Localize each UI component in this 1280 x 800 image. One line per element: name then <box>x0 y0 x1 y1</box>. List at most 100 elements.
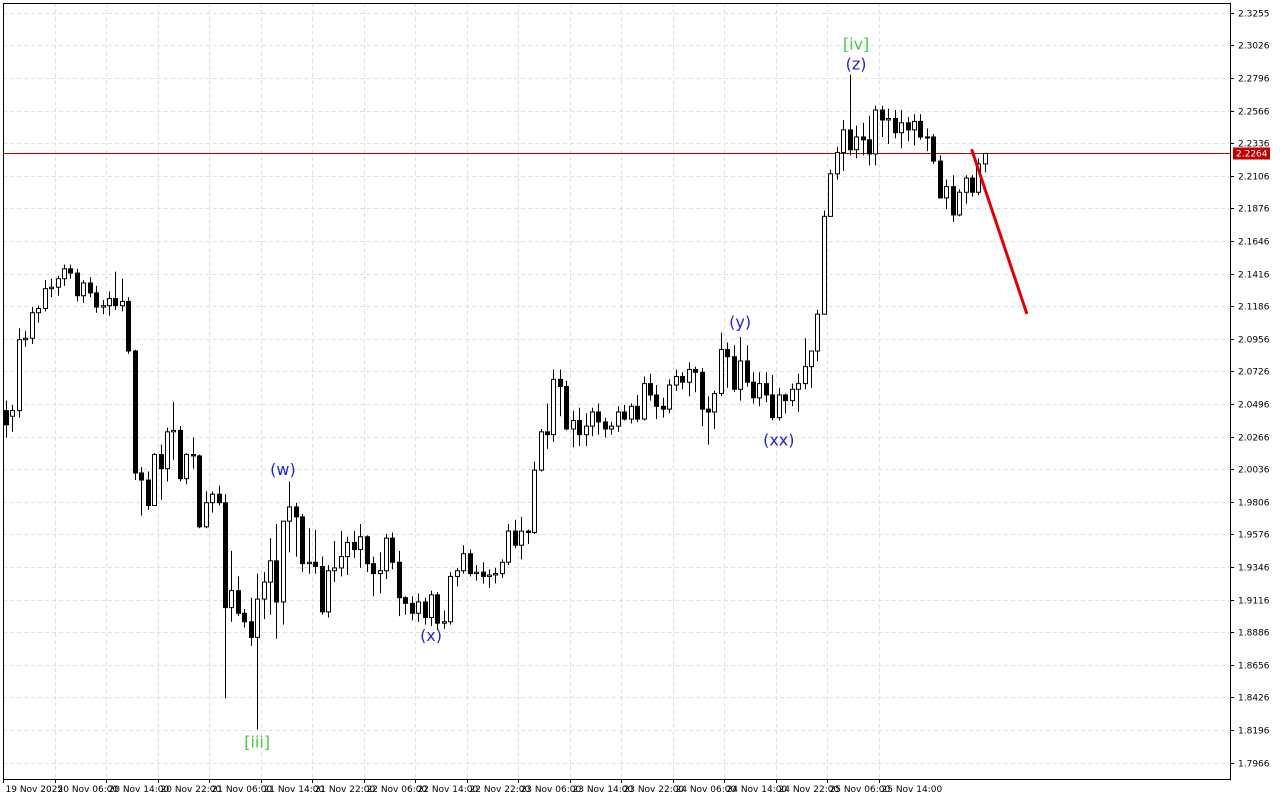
bear-candle <box>397 561 402 599</box>
bear-candle <box>680 376 685 383</box>
bull-candle <box>378 570 383 575</box>
bear-candle <box>365 536 370 565</box>
y-tick-label: 2.2336 <box>1238 140 1270 150</box>
bear-candle <box>951 186 956 216</box>
bull-candle <box>474 571 479 575</box>
bull-candle <box>49 286 54 290</box>
x-tick-label: 20 Nov 14:00 <box>109 785 170 795</box>
bear-candle <box>300 516 305 565</box>
x-tick-label: 21 Nov 06:00 <box>212 785 273 795</box>
y-tick-label: 2.0036 <box>1238 466 1270 476</box>
bear-candle <box>68 268 73 274</box>
wave-label: (xx) <box>763 430 794 449</box>
y-tick-label: 1.8196 <box>1238 727 1270 737</box>
bull-candle <box>30 312 35 339</box>
y-tick-label: 2.1876 <box>1238 205 1270 215</box>
bear-candle <box>545 431 550 436</box>
bull-candle <box>629 405 634 420</box>
bull-candle <box>487 574 492 577</box>
bull-candle <box>957 191 962 216</box>
bear-candle <box>410 602 415 614</box>
bull-candle <box>841 129 846 154</box>
bull-candle <box>229 590 234 609</box>
bull-candle <box>262 581 267 600</box>
bull-candle <box>532 469 537 533</box>
price-tag <box>1233 147 1270 160</box>
x-tick-label: 25 Nov 06:00 <box>830 785 891 795</box>
x-tick-label: 19 Nov 2025 <box>6 785 64 795</box>
bear-candle <box>622 411 627 420</box>
y-tick-label: 2.0266 <box>1238 434 1270 444</box>
x-tick-label: 21 Nov 22:00 <box>315 785 376 795</box>
bull-candle <box>790 388 795 402</box>
bear-candle <box>403 597 408 604</box>
bull-candle <box>822 215 827 315</box>
bull-candle <box>712 393 717 413</box>
bear-candle <box>236 590 241 614</box>
plot-frame <box>3 3 1231 780</box>
bull-candle <box>448 575 453 623</box>
bear-candle <box>725 349 730 358</box>
bear-candle <box>596 411 601 423</box>
bear-candle <box>648 383 653 396</box>
bear-candle <box>732 356 737 390</box>
bull-candle <box>828 173 833 217</box>
bear-candle <box>320 566 325 613</box>
bull-candle <box>345 541 350 558</box>
bear-candle <box>577 419 582 436</box>
bull-candle <box>307 561 312 565</box>
forecast-line <box>970 148 1029 315</box>
y-tick-label: 2.0726 <box>1238 368 1270 378</box>
bull-candle <box>204 502 209 528</box>
bear-candle <box>146 479 151 507</box>
bull-candle <box>616 411 621 427</box>
y-tick-label: 2.1646 <box>1238 238 1270 248</box>
forecast-arrow <box>970 148 1029 315</box>
bull-candle <box>925 136 930 139</box>
bear-candle <box>564 385 569 430</box>
bull-candle <box>255 598 260 638</box>
bull-candle <box>964 177 969 193</box>
bull-candle <box>667 384 672 410</box>
bull-candle <box>674 376 679 386</box>
bull-candle <box>777 394 782 419</box>
bull-candle <box>738 360 743 390</box>
bear-candle <box>75 272 80 297</box>
bull-candle <box>886 118 891 121</box>
wave-labels: [iii] (w) (x) (y) (xx) (z)[iv] <box>244 35 869 752</box>
bull-candle <box>10 410 15 417</box>
bear-candle <box>178 429 183 480</box>
x-tick-label: 20 Nov 22:00 <box>161 785 222 795</box>
bull-candle <box>429 594 434 619</box>
bear-candle <box>249 621 254 638</box>
x-tick-label: 22 Nov 22:00 <box>470 785 531 795</box>
bear-candle <box>918 120 923 138</box>
bull-candle <box>590 411 595 427</box>
bear-candle <box>468 553 473 575</box>
bull-candle <box>287 506 292 522</box>
y-tick-label: 2.3026 <box>1238 42 1270 52</box>
bear-candle <box>931 136 936 162</box>
bull-candle <box>796 383 801 390</box>
bull-candle <box>854 136 859 151</box>
bear-candle <box>191 454 196 457</box>
bull-candle <box>719 349 724 395</box>
bull-candle <box>687 368 692 383</box>
bull-candle <box>62 268 67 280</box>
x-tick-label: 24 Nov 22:00 <box>779 785 840 795</box>
bull-candle <box>358 536 363 550</box>
wave-label: [iii] <box>244 732 270 751</box>
bull-candle <box>803 366 808 385</box>
bull-candle <box>152 454 157 507</box>
wave-label: [iv] <box>843 35 869 54</box>
bear-candle <box>635 405 640 420</box>
bear-candle <box>88 282 93 294</box>
bear-candle <box>603 421 608 430</box>
bear-candle <box>861 136 866 141</box>
bull-candle <box>809 350 814 368</box>
wave-label: (z) <box>846 55 867 74</box>
bull-candle <box>493 573 498 576</box>
bear-candle <box>970 177 975 193</box>
